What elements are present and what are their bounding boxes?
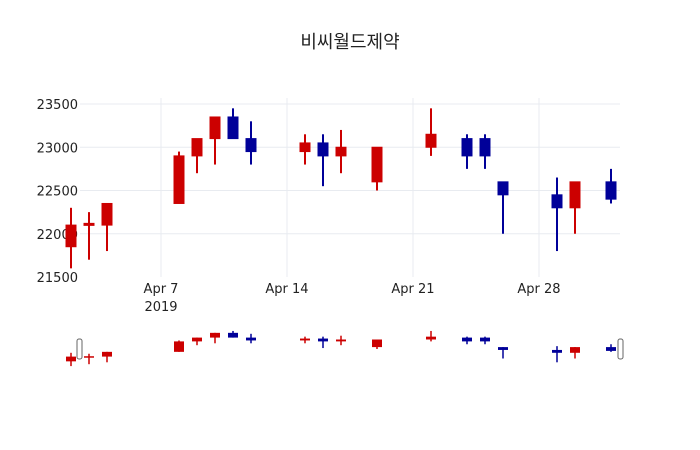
mini-candle xyxy=(480,336,490,345)
candle[interactable] xyxy=(191,138,203,174)
x-tick-sublabel: 2019 xyxy=(144,300,177,315)
mini-candle xyxy=(66,352,76,367)
x-tick-label: Apr 21 xyxy=(391,282,434,297)
mini-candle xyxy=(372,339,382,349)
candle[interactable] xyxy=(173,151,185,204)
mini-candle xyxy=(210,332,220,344)
x-tick-label: Apr 14 xyxy=(265,282,308,297)
range-slider[interactable] xyxy=(66,330,624,367)
mini-candle xyxy=(246,333,256,344)
y-tick-label: 23000 xyxy=(37,141,78,156)
x-gridlines xyxy=(160,98,540,277)
candle[interactable] xyxy=(209,116,221,165)
mini-candle xyxy=(318,336,328,349)
candle[interactable] xyxy=(461,134,473,169)
mini-candle xyxy=(228,330,238,338)
candle[interactable] xyxy=(299,134,311,165)
candle[interactable] xyxy=(245,121,257,165)
range-slider-right-handle[interactable] xyxy=(617,338,624,360)
candle[interactable] xyxy=(227,108,239,140)
candle[interactable] xyxy=(101,202,113,252)
candle[interactable] xyxy=(425,108,437,156)
x-axis-tick-labels: Apr 7 2019 Apr 14 Apr 21 Apr 28 xyxy=(144,282,561,315)
candle[interactable] xyxy=(83,212,95,260)
mini-candle xyxy=(174,340,184,352)
y-tick-label: 22500 xyxy=(37,185,78,200)
x-tick-label: Apr 7 xyxy=(144,282,179,297)
candlestick-series[interactable] xyxy=(65,108,617,269)
mini-candle xyxy=(300,336,310,344)
mini-candle xyxy=(84,353,94,365)
mini-candle xyxy=(192,337,202,346)
candle[interactable] xyxy=(317,134,329,187)
mini-candle xyxy=(426,330,436,342)
mini-candle xyxy=(606,344,616,352)
candle[interactable] xyxy=(371,146,383,191)
candle[interactable] xyxy=(335,129,347,174)
candle[interactable] xyxy=(65,207,77,269)
candle[interactable] xyxy=(569,181,581,234)
y-tick-label: 21500 xyxy=(37,271,78,286)
chart-title: 비씨월드제약 xyxy=(300,32,399,53)
mini-candle xyxy=(336,335,346,346)
mini-candle xyxy=(570,347,580,359)
mini-candle xyxy=(102,351,112,363)
candle[interactable] xyxy=(551,177,563,252)
range-slider-preview xyxy=(66,330,616,367)
mini-candle xyxy=(552,346,562,363)
mini-candle xyxy=(498,347,508,359)
y-tick-label: 23500 xyxy=(37,98,78,113)
y-gridlines xyxy=(80,103,620,235)
candle[interactable] xyxy=(479,134,491,169)
mini-candle xyxy=(462,336,472,345)
candle[interactable] xyxy=(605,168,617,204)
range-slider-left-handle[interactable] xyxy=(76,338,83,360)
x-tick-label: Apr 28 xyxy=(517,282,560,297)
candle[interactable] xyxy=(497,181,509,234)
